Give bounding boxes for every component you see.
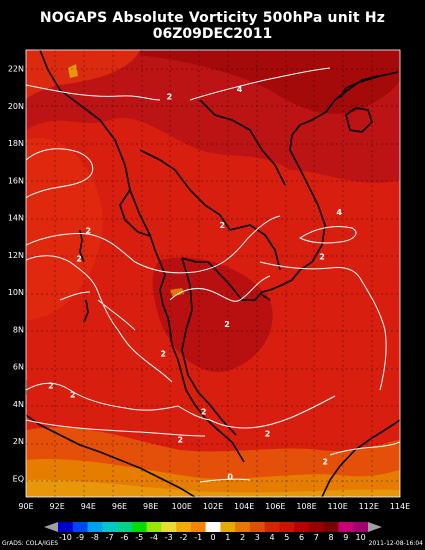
lon-label-92E: 92E bbox=[50, 502, 65, 511]
contour-label: 2 bbox=[201, 407, 207, 416]
contour-lines bbox=[26, 67, 400, 483]
lon-label-94E: 94E bbox=[81, 502, 96, 511]
lat-label-18N: 18N bbox=[8, 139, 24, 148]
map-subtitle: 06Z09DEC2011 bbox=[152, 26, 273, 42]
map-title: NOGAPS Absolute Vorticity 500hPa unit Hz bbox=[39, 10, 386, 26]
colorbar-min-arrow bbox=[44, 522, 58, 532]
longitude-labels: 90E 92E 94E 96E 98E 100E 102E 104E 106E 108E 110E 1… bbox=[18, 502, 410, 511]
colorbar-label: 7 bbox=[314, 533, 319, 542]
colorbar-label: -9 bbox=[76, 533, 84, 542]
colorbar-label: -8 bbox=[91, 533, 99, 542]
vorticity-field bbox=[26, 50, 400, 497]
colorbar-swatch bbox=[161, 522, 177, 532]
lon-label-110E: 110E bbox=[328, 502, 348, 511]
colorbar-swatch bbox=[308, 522, 325, 532]
colorbar-swatch bbox=[294, 522, 310, 532]
colorbar-swatch bbox=[102, 522, 118, 532]
colorbar-label: 9 bbox=[343, 533, 348, 542]
colorbar-swatch bbox=[117, 522, 133, 532]
lon-label-98E: 98E bbox=[143, 502, 158, 511]
contour-label: 0 bbox=[227, 473, 233, 482]
lon-label-90E: 90E bbox=[18, 502, 33, 511]
contour-label: 2 bbox=[167, 93, 173, 102]
lat-label-14N: 14N bbox=[8, 214, 24, 223]
colorbar-swatch bbox=[264, 522, 280, 532]
lat-label-4N: 4N bbox=[13, 400, 24, 409]
lat-label-6N: 6N bbox=[13, 363, 24, 372]
colorbar-label: -1 bbox=[194, 533, 202, 542]
contour-label: 2 bbox=[177, 435, 183, 444]
colorbar-swatch bbox=[323, 522, 339, 532]
lon-label-102E: 102E bbox=[203, 502, 223, 511]
plot-frame bbox=[25, 49, 401, 498]
colorbar-label: 5 bbox=[284, 533, 289, 542]
colorbar-swatch bbox=[220, 522, 236, 532]
footer-credit: GrADS: COLA/IGES bbox=[2, 540, 59, 547]
contour-label: 2 bbox=[160, 350, 166, 359]
lat-label-10N: 10N bbox=[8, 288, 24, 297]
colorbar-swatch bbox=[279, 522, 295, 532]
contour-label: 2 bbox=[70, 391, 76, 400]
colorbar-label: 0 bbox=[210, 533, 215, 542]
contour-labels: 2 4 2 2 4 2 2 2 2 2 2 2 2 2 2 0 bbox=[48, 85, 342, 481]
lon-label-106E: 106E bbox=[265, 502, 285, 511]
colorbar-swatch bbox=[190, 522, 207, 532]
contour-label: 2 bbox=[322, 458, 328, 467]
colorbar: -10 -9 -8 -7 -6 -5 -4 -3 -2 -1 0 1 2 3 4 5 6 7 8 9 10 bbox=[44, 522, 382, 542]
latitude-labels: EQ 2N 4N 6N 8N 10N 12N 14N 16N 18N 20N 22N bbox=[8, 65, 24, 484]
contour-label: 2 bbox=[48, 381, 54, 390]
colorbar-swatch bbox=[58, 522, 74, 532]
contour-label: 2 bbox=[319, 253, 325, 262]
lat-label-EQ: EQ bbox=[13, 474, 24, 483]
colorbar-label: -10 bbox=[59, 533, 72, 542]
colorbar-label: -2 bbox=[179, 533, 187, 542]
colorbar-swatch bbox=[353, 522, 369, 532]
colorbar-label: -4 bbox=[150, 533, 158, 542]
colorbar-swatch bbox=[235, 522, 251, 532]
colorbar-swatch bbox=[87, 522, 103, 532]
lon-label-108E: 108E bbox=[296, 502, 316, 511]
colorbar-label: 1 bbox=[225, 533, 230, 542]
lon-label-114E: 114E bbox=[390, 502, 410, 511]
colorbar-swatch bbox=[72, 522, 89, 532]
colorbar-label: 6 bbox=[299, 533, 304, 542]
colorbar-swatch bbox=[338, 522, 354, 532]
lon-label-96E: 96E bbox=[112, 502, 127, 511]
colorbar-swatch bbox=[176, 522, 192, 532]
colorbar-swatch bbox=[131, 522, 148, 532]
lon-label-104E: 104E bbox=[234, 502, 254, 511]
contour-label: 2 bbox=[86, 227, 92, 236]
colorbar-label: -3 bbox=[165, 533, 173, 542]
contour-label: 4 bbox=[336, 208, 342, 217]
colorbar-swatch bbox=[205, 522, 221, 532]
colorbar-max-arrow bbox=[368, 522, 382, 532]
contour-label: 2 bbox=[76, 255, 82, 264]
colorbar-label: -6 bbox=[120, 533, 128, 542]
lat-label-22N: 22N bbox=[8, 65, 24, 74]
lat-label-12N: 12N bbox=[8, 251, 24, 260]
colorbar-label: 4 bbox=[270, 533, 275, 542]
lon-label-112E: 112E bbox=[359, 502, 379, 511]
colorbar-label: 3 bbox=[255, 533, 260, 542]
lat-label-2N: 2N bbox=[13, 437, 24, 446]
colorbar-label: 8 bbox=[329, 533, 334, 542]
contour-label: 2 bbox=[224, 320, 230, 329]
footer-timestamp: 2011-12-08-16:04 bbox=[368, 540, 423, 547]
colorbar-swatch bbox=[249, 522, 266, 532]
contour-label: 2 bbox=[220, 221, 226, 230]
colorbar-swatch bbox=[146, 522, 162, 532]
colorbar-label: 2 bbox=[240, 533, 245, 542]
colorbar-label: -7 bbox=[106, 533, 114, 542]
lat-label-20N: 20N bbox=[8, 102, 24, 111]
lat-label-8N: 8N bbox=[13, 325, 24, 334]
lon-label-100E: 100E bbox=[172, 502, 192, 511]
contour-label: 4 bbox=[237, 85, 243, 94]
lat-label-16N: 16N bbox=[8, 176, 24, 185]
colorbar-label: -5 bbox=[135, 533, 143, 542]
contour-label: 2 bbox=[265, 430, 271, 439]
coastlines bbox=[26, 50, 400, 497]
colorbar-label: 10 bbox=[356, 533, 366, 542]
